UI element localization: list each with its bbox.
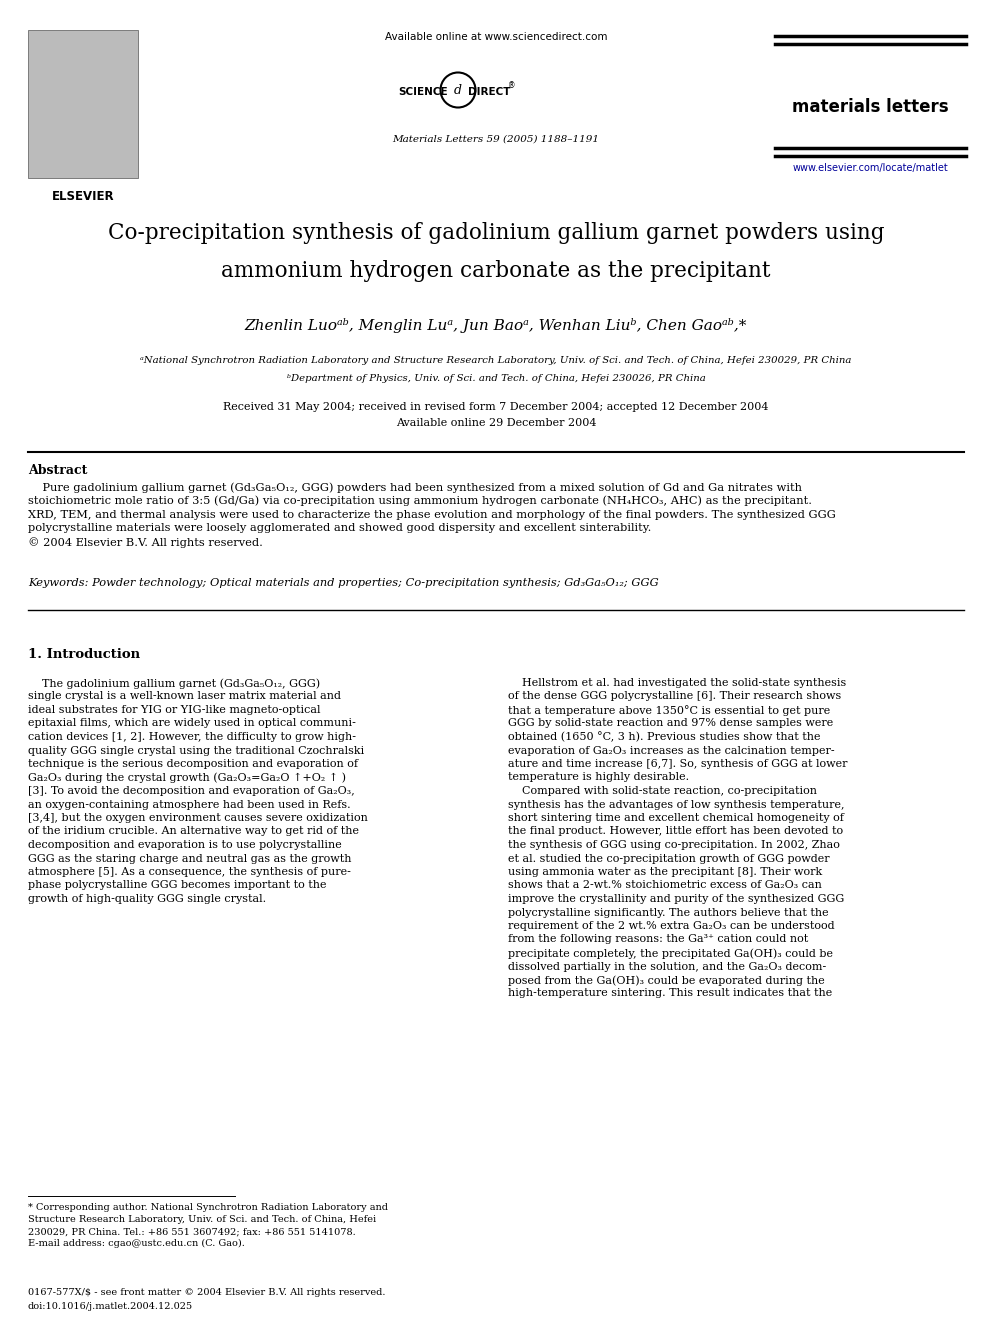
Text: ®: ® [508,82,516,90]
Text: Materials Letters 59 (2005) 1188–1191: Materials Letters 59 (2005) 1188–1191 [393,135,599,144]
Text: single crystal is a well-known laser matrix material and: single crystal is a well-known laser mat… [28,692,341,701]
Text: [3,4], but the oxygen environment causes severe oxidization: [3,4], but the oxygen environment causes… [28,814,368,823]
Text: d: d [454,83,462,97]
Text: Structure Research Laboratory, Univ. of Sci. and Tech. of China, Hefei: Structure Research Laboratory, Univ. of … [28,1215,376,1224]
Text: [3]. To avoid the decomposition and evaporation of Ga₂O₃,: [3]. To avoid the decomposition and evap… [28,786,355,796]
Text: www.elsevier.com/locate/matlet: www.elsevier.com/locate/matlet [793,163,948,173]
Text: © 2004 Elsevier B.V. All rights reserved.: © 2004 Elsevier B.V. All rights reserved… [28,537,263,548]
Text: that a temperature above 1350°C is essential to get pure: that a temperature above 1350°C is essen… [508,705,830,716]
Text: precipitate completely, the precipitated Ga(OH)₃ could be: precipitate completely, the precipitated… [508,949,833,959]
Text: SCIENCE: SCIENCE [399,87,448,97]
Text: shows that a 2-wt.% stoichiometric excess of Ga₂O₃ can: shows that a 2-wt.% stoichiometric exces… [508,881,822,890]
Text: using ammonia water as the precipitant [8]. Their work: using ammonia water as the precipitant [… [508,867,822,877]
Text: 0167-577X/$ - see front matter © 2004 Elsevier B.V. All rights reserved.: 0167-577X/$ - see front matter © 2004 El… [28,1289,386,1297]
Text: dissolved partially in the solution, and the Ga₂O₃ decom-: dissolved partially in the solution, and… [508,962,826,971]
Text: Abstract: Abstract [28,464,87,478]
Text: ammonium hydrogen carbonate as the precipitant: ammonium hydrogen carbonate as the preci… [221,261,771,282]
Text: the final product. However, little effort has been devoted to: the final product. However, little effor… [508,827,843,836]
Text: cation devices [1, 2]. However, the difficulty to grow high-: cation devices [1, 2]. However, the diff… [28,732,356,742]
Text: short sintering time and excellent chemical homogeneity of: short sintering time and excellent chemi… [508,814,844,823]
Text: 230029, PR China. Tel.: +86 551 3607492; fax: +86 551 5141078.: 230029, PR China. Tel.: +86 551 3607492;… [28,1226,356,1236]
Text: improve the crystallinity and purity of the synthesized GGG: improve the crystallinity and purity of … [508,894,844,904]
Text: Keywords: Powder technology; Optical materials and properties; Co-precipitation : Keywords: Powder technology; Optical mat… [28,578,659,587]
Text: the synthesis of GGG using co-precipitation. In 2002, Zhao: the synthesis of GGG using co-precipitat… [508,840,840,849]
Text: ideal substrates for YIG or YIG-like magneto-optical: ideal substrates for YIG or YIG-like mag… [28,705,320,714]
Text: technique is the serious decomposition and evaporation of: technique is the serious decomposition a… [28,759,358,769]
Text: et al. studied the co-precipitation growth of GGG powder: et al. studied the co-precipitation grow… [508,853,829,864]
Text: from the following reasons: the Ga³⁺ cation could not: from the following reasons: the Ga³⁺ cat… [508,934,808,945]
Text: ᵃNational Synchrotron Radiation Laboratory and Structure Research Laboratory, Un: ᵃNational Synchrotron Radiation Laborato… [140,356,852,365]
Text: XRD, TEM, and thermal analysis were used to characterize the phase evolution and: XRD, TEM, and thermal analysis were used… [28,509,836,520]
Text: The gadolinium gallium garnet (Gd₃Ga₅O₁₂, GGG): The gadolinium gallium garnet (Gd₃Ga₅O₁₂… [28,677,320,688]
Text: of the iridium crucible. An alternative way to get rid of the: of the iridium crucible. An alternative … [28,827,359,836]
Text: DIRECT: DIRECT [468,87,511,97]
Text: phase polycrystalline GGG becomes important to the: phase polycrystalline GGG becomes import… [28,881,326,890]
Text: quality GGG single crystal using the traditional Czochralski: quality GGG single crystal using the tra… [28,745,364,755]
Text: atmosphere [5]. As a consequence, the synthesis of pure-: atmosphere [5]. As a consequence, the sy… [28,867,351,877]
Text: doi:10.1016/j.matlet.2004.12.025: doi:10.1016/j.matlet.2004.12.025 [28,1302,193,1311]
Text: Available online at www.sciencedirect.com: Available online at www.sciencedirect.co… [385,32,607,42]
Text: E-mail address: cgao@ustc.edu.cn (C. Gao).: E-mail address: cgao@ustc.edu.cn (C. Gao… [28,1240,245,1248]
Text: decomposition and evaporation is to use polycrystalline: decomposition and evaporation is to use … [28,840,342,849]
Text: Received 31 May 2004; received in revised form 7 December 2004; accepted 12 Dece: Received 31 May 2004; received in revise… [223,402,769,411]
Text: polycrystalline materials were loosely agglomerated and showed good dispersity a: polycrystalline materials were loosely a… [28,524,652,533]
Text: Hellstrom et al. had investigated the solid-state synthesis: Hellstrom et al. had investigated the so… [508,677,846,688]
Text: ature and time increase [6,7]. So, synthesis of GGG at lower: ature and time increase [6,7]. So, synth… [508,759,847,769]
Text: Co-precipitation synthesis of gadolinium gallium garnet powders using: Co-precipitation synthesis of gadolinium… [108,222,884,243]
Text: growth of high-quality GGG single crystal.: growth of high-quality GGG single crysta… [28,894,266,904]
Text: materials letters: materials letters [792,98,948,116]
Text: obtained (1650 °C, 3 h). Previous studies show that the: obtained (1650 °C, 3 h). Previous studie… [508,732,820,742]
Text: posed from the Ga(OH)₃ could be evaporated during the: posed from the Ga(OH)₃ could be evaporat… [508,975,824,986]
Text: GGG as the staring charge and neutral gas as the growth: GGG as the staring charge and neutral ga… [28,853,351,864]
Text: of the dense GGG polycrystalline [6]. Their research shows: of the dense GGG polycrystalline [6]. Th… [508,692,841,701]
Text: temperature is highly desirable.: temperature is highly desirable. [508,773,689,782]
Text: Available online 29 December 2004: Available online 29 December 2004 [396,418,596,429]
Text: ᵇDepartment of Physics, Univ. of Sci. and Tech. of China, Hefei 230026, PR China: ᵇDepartment of Physics, Univ. of Sci. an… [287,374,705,382]
Text: requirement of the 2 wt.% extra Ga₂O₃ can be understood: requirement of the 2 wt.% extra Ga₂O₃ ca… [508,921,834,931]
Text: Zhenlin Luoᵃᵇ, Menglin Luᵃ, Jun Baoᵃ, Wenhan Liuᵇ, Chen Gaoᵃᵇ,*: Zhenlin Luoᵃᵇ, Menglin Luᵃ, Jun Baoᵃ, We… [245,318,747,333]
Text: stoichiometric mole ratio of 3:5 (Gd/Ga) via co-precipitation using ammonium hyd: stoichiometric mole ratio of 3:5 (Gd/Ga)… [28,496,812,507]
Text: Pure gadolinium gallium garnet (Gd₃Ga₅O₁₂, GGG) powders had been synthesized fro: Pure gadolinium gallium garnet (Gd₃Ga₅O₁… [28,482,802,492]
Text: Compared with solid-state reaction, co-precipitation: Compared with solid-state reaction, co-p… [508,786,817,796]
FancyBboxPatch shape [28,30,138,179]
Text: ELSEVIER: ELSEVIER [52,191,114,202]
Circle shape [440,73,475,107]
Text: synthesis has the advantages of low synthesis temperature,: synthesis has the advantages of low synt… [508,799,844,810]
Text: an oxygen-containing atmosphere had been used in Refs.: an oxygen-containing atmosphere had been… [28,799,350,810]
Text: GGG by solid-state reaction and 97% dense samples were: GGG by solid-state reaction and 97% dens… [508,718,833,729]
Text: polycrystalline significantly. The authors believe that the: polycrystalline significantly. The autho… [508,908,828,917]
Text: epitaxial films, which are widely used in optical communi-: epitaxial films, which are widely used i… [28,718,356,729]
Text: 1. Introduction: 1. Introduction [28,648,140,662]
Text: * Corresponding author. National Synchrotron Radiation Laboratory and: * Corresponding author. National Synchro… [28,1203,388,1212]
Text: high-temperature sintering. This result indicates that the: high-temperature sintering. This result … [508,988,832,999]
Text: Ga₂O₃ during the crystal growth (Ga₂O₃=Ga₂O ↑+O₂ ↑ ): Ga₂O₃ during the crystal growth (Ga₂O₃=G… [28,773,346,783]
Text: evaporation of Ga₂O₃ increases as the calcination temper-: evaporation of Ga₂O₃ increases as the ca… [508,745,834,755]
